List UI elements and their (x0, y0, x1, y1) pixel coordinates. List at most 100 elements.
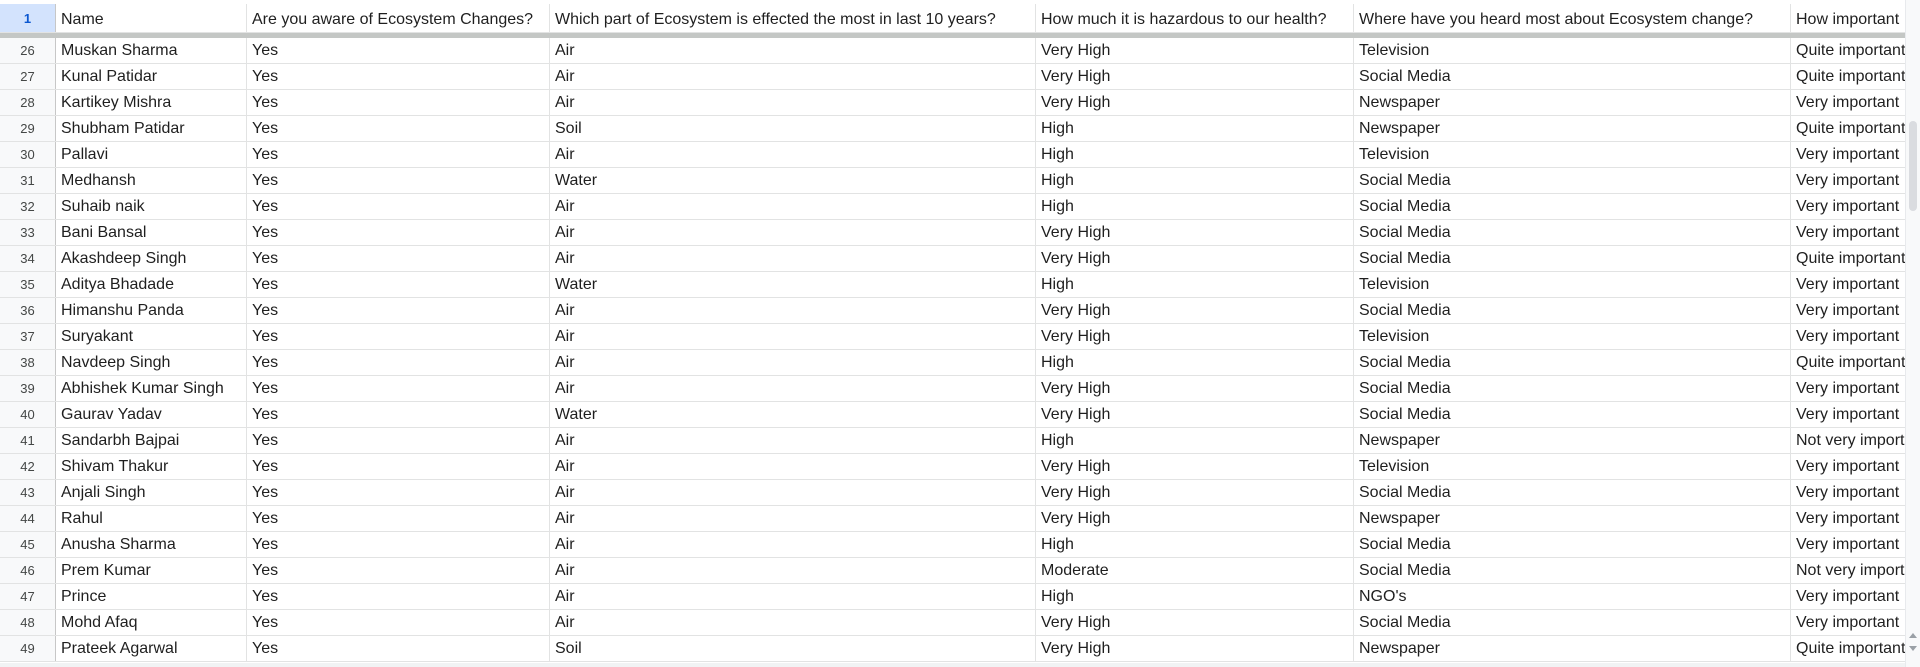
cell-hazard[interactable]: High (1036, 428, 1354, 453)
cell-ecosystem-part[interactable]: Air (550, 142, 1036, 167)
cell-source[interactable]: Newspaper (1354, 636, 1791, 661)
row-header[interactable]: 30 (0, 142, 56, 167)
cell-aware[interactable]: Yes (247, 116, 550, 141)
cell-importance[interactable]: Very important (1796, 406, 1900, 423)
cell-hazard[interactable]: Very High (1036, 298, 1354, 323)
cell-hazard[interactable]: High (1036, 584, 1354, 609)
cell-ecosystem-part[interactable]: Air (550, 220, 1036, 245)
cell-importance[interactable]: Very important (1796, 94, 1900, 111)
cell-source[interactable]: NGO's (1354, 584, 1791, 609)
cell-source[interactable]: Social Media (1354, 194, 1791, 219)
cell-aware[interactable]: Yes (247, 220, 550, 245)
cell-ecosystem-part[interactable]: Air (550, 246, 1036, 271)
row-header[interactable]: 41 (0, 428, 56, 453)
cell-aware[interactable]: Yes (247, 558, 550, 583)
cell-aware[interactable]: Yes (247, 324, 550, 349)
cell-aware[interactable]: Yes (247, 246, 550, 271)
header-cell-hazard[interactable]: How much it is hazardous to our health? (1036, 4, 1354, 32)
cell-importance[interactable]: Not very import (1796, 562, 1905, 579)
cell-source[interactable]: Newspaper (1354, 116, 1791, 141)
cell-name[interactable]: Anusha Sharma (56, 532, 247, 557)
cell-name[interactable]: Prateek Agarwal (56, 636, 247, 661)
cell-source[interactable]: Social Media (1354, 220, 1791, 245)
cell-hazard[interactable]: Moderate (1036, 558, 1354, 583)
cell-importance[interactable]: Very important (1796, 510, 1900, 527)
row-header[interactable]: 42 (0, 454, 56, 479)
cell-name[interactable]: Navdeep Singh (56, 350, 247, 375)
cell-importance[interactable]: Very important (1796, 302, 1900, 319)
row-header[interactable]: 36 (0, 298, 56, 323)
cell-aware[interactable]: Yes (247, 376, 550, 401)
cell-hazard[interactable]: Very High (1036, 38, 1354, 63)
cell-source[interactable]: Social Media (1354, 480, 1791, 505)
cell-ecosystem-part[interactable]: Soil (550, 636, 1036, 661)
cell-hazard[interactable]: High (1036, 194, 1354, 219)
cell-aware[interactable]: Yes (247, 454, 550, 479)
row-header[interactable]: 33 (0, 220, 56, 245)
cell-hazard[interactable]: High (1036, 116, 1354, 141)
cell-name[interactable]: Akashdeep Singh (56, 246, 247, 271)
cell-aware[interactable]: Yes (247, 350, 550, 375)
cell-ecosystem-part[interactable]: Air (550, 64, 1036, 89)
row-header[interactable]: 26 (0, 38, 56, 63)
header-cell-name[interactable]: Name (56, 4, 247, 32)
cell-aware[interactable]: Yes (247, 272, 550, 297)
cell-name[interactable]: Pallavi (56, 142, 247, 167)
cell-name[interactable]: Muskan Sharma (56, 38, 247, 63)
cell-aware[interactable]: Yes (247, 142, 550, 167)
row-header[interactable]: 40 (0, 402, 56, 427)
row-header[interactable]: 31 (0, 168, 56, 193)
cell-importance[interactable]: Quite important (1796, 120, 1905, 137)
cell-hazard[interactable]: High (1036, 272, 1354, 297)
row-header[interactable]: 37 (0, 324, 56, 349)
row-header[interactable]: 45 (0, 532, 56, 557)
header-cell-ecosystem-part[interactable]: Which part of Ecosystem is effected the … (550, 4, 1036, 32)
cell-importance[interactable]: Very important (1796, 536, 1900, 553)
row-header[interactable]: 38 (0, 350, 56, 375)
cell-importance[interactable]: Very important (1796, 276, 1900, 293)
cell-hazard[interactable]: High (1036, 532, 1354, 557)
cell-source[interactable]: Social Media (1354, 558, 1791, 583)
cell-ecosystem-part[interactable]: Air (550, 584, 1036, 609)
cell-importance[interactable]: Very important (1796, 588, 1900, 605)
cell-name[interactable]: Bani Bansal (56, 220, 247, 245)
cell-source[interactable]: Social Media (1354, 168, 1791, 193)
cell-source[interactable]: Social Media (1354, 298, 1791, 323)
cell-ecosystem-part[interactable]: Air (550, 558, 1036, 583)
cell-importance[interactable]: Very important (1796, 484, 1900, 501)
header-cell-aware[interactable]: Are you aware of Ecosystem Changes? (247, 4, 550, 32)
cell-hazard[interactable]: Very High (1036, 246, 1354, 271)
row-header[interactable]: 34 (0, 246, 56, 271)
cell-name[interactable]: Himanshu Panda (56, 298, 247, 323)
cell-ecosystem-part[interactable]: Air (550, 532, 1036, 557)
cell-aware[interactable]: Yes (247, 610, 550, 635)
cell-importance[interactable]: Very important (1796, 380, 1900, 397)
cell-ecosystem-part[interactable]: Air (550, 506, 1036, 531)
cell-ecosystem-part[interactable]: Water (550, 402, 1036, 427)
cell-name[interactable]: Suryakant (56, 324, 247, 349)
cell-aware[interactable]: Yes (247, 64, 550, 89)
cell-source[interactable]: Social Media (1354, 532, 1791, 557)
scroll-down-arrow-icon[interactable] (1909, 646, 1917, 651)
cell-hazard[interactable]: Very High (1036, 402, 1354, 427)
cell-importance[interactable]: Not very import (1796, 432, 1905, 449)
cell-ecosystem-part[interactable]: Air (550, 480, 1036, 505)
cell-hazard[interactable]: Very High (1036, 506, 1354, 531)
cell-name[interactable]: Prince (56, 584, 247, 609)
cell-hazard[interactable]: Very High (1036, 454, 1354, 479)
row-header[interactable]: 46 (0, 558, 56, 583)
frozen-rows-divider[interactable] (0, 33, 1905, 38)
cell-aware[interactable]: Yes (247, 636, 550, 661)
cell-source[interactable]: Social Media (1354, 610, 1791, 635)
cell-ecosystem-part[interactable]: Air (550, 298, 1036, 323)
cell-ecosystem-part[interactable]: Air (550, 324, 1036, 349)
row-header-1[interactable]: 1 (0, 4, 56, 32)
cell-name[interactable]: Sandarbh Bajpai (56, 428, 247, 453)
cell-aware[interactable]: Yes (247, 194, 550, 219)
row-header[interactable]: 48 (0, 610, 56, 635)
cell-aware[interactable]: Yes (247, 506, 550, 531)
row-header[interactable]: 32 (0, 194, 56, 219)
cell-name[interactable]: Medhansh (56, 168, 247, 193)
cell-name[interactable]: Kartikey Mishra (56, 90, 247, 115)
row-header[interactable]: 29 (0, 116, 56, 141)
